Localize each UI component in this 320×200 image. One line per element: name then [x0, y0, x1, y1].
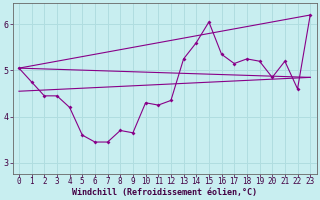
X-axis label: Windchill (Refroidissement éolien,°C): Windchill (Refroidissement éolien,°C) — [72, 188, 257, 197]
